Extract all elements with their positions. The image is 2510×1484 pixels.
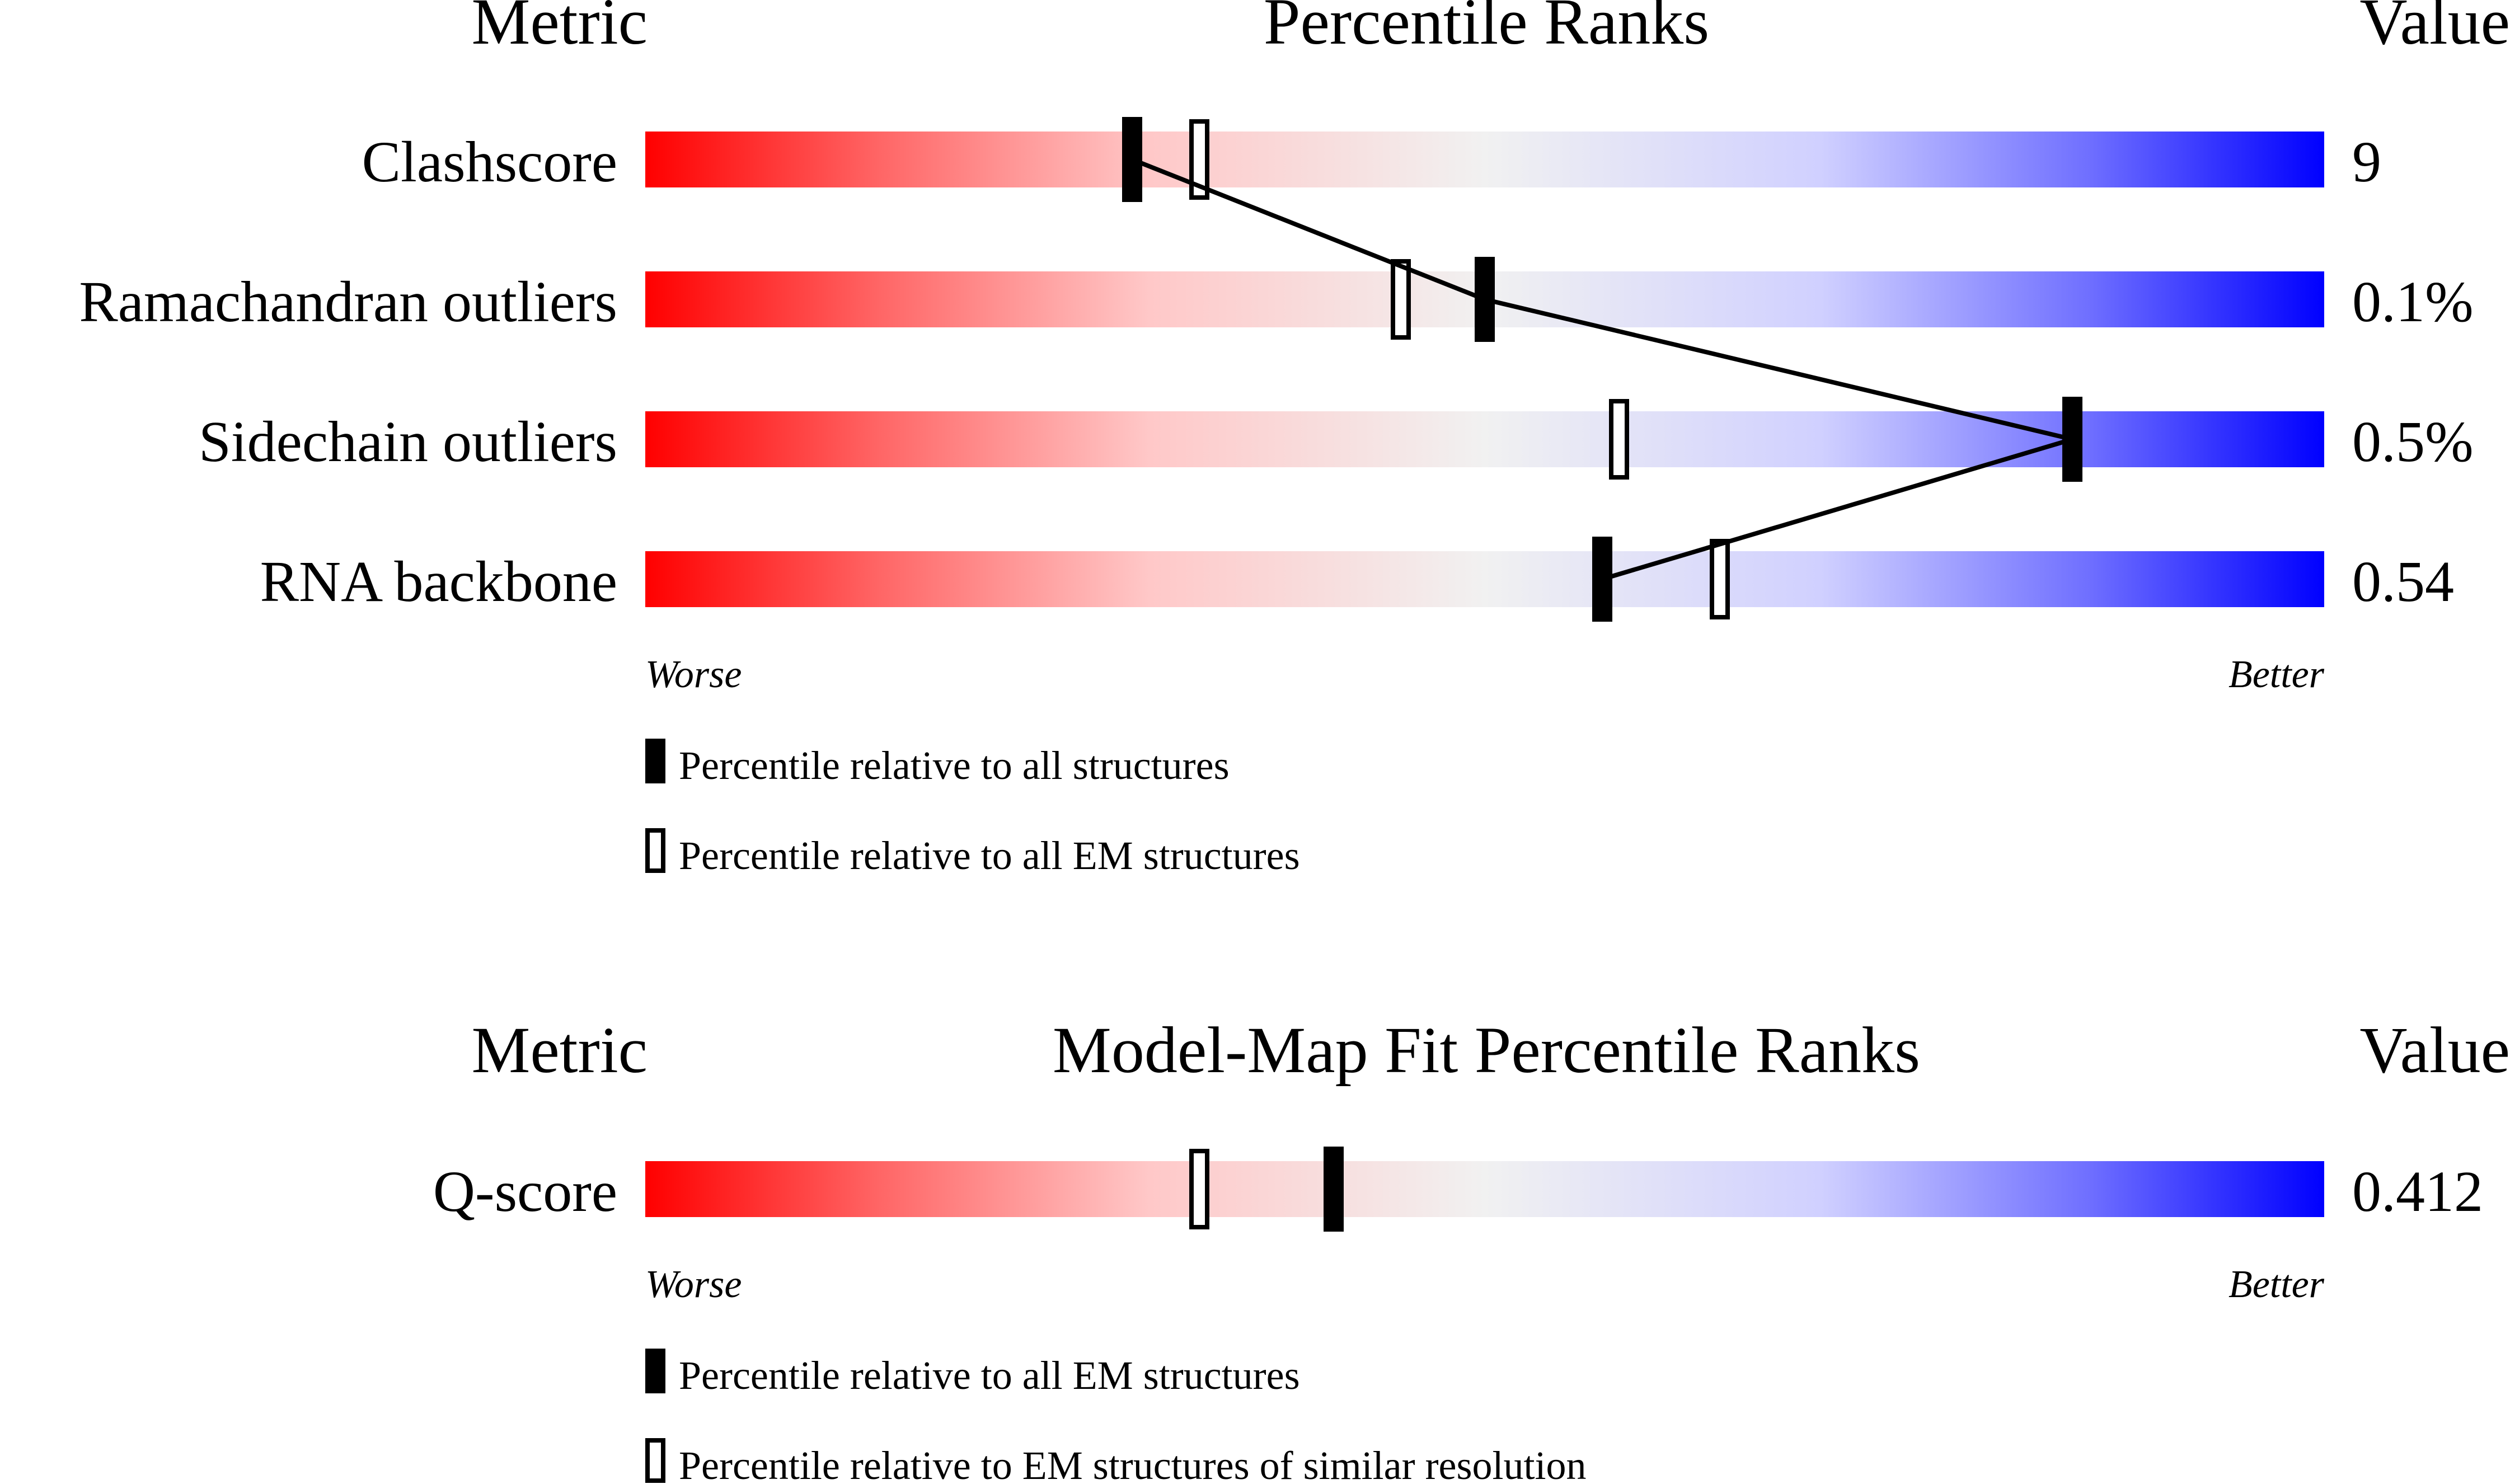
metric-header: Metric [471,0,648,58]
filled-percentile-marker [1592,537,1612,622]
metric-value: 0.5% [2352,410,2474,474]
percentile-bar [645,551,2324,607]
metric-label: Sidechain outliers [199,410,617,474]
open-marker-swatch [645,1438,665,1483]
percentile-bar [645,411,2324,467]
panel-title: Model-Map Fit Percentile Ranks [1053,1013,1920,1087]
filled-percentile-marker [1324,1147,1344,1232]
metric-value: 0.412 [2352,1159,2483,1224]
legend-label: Percentile relative to EM structures of … [679,1443,1587,1484]
metric-label: Q-score [433,1159,617,1224]
filled-percentile-marker [1475,257,1495,342]
percentile-markers [1189,1147,1344,1232]
metric-row: RNA backbone 0.54 [260,550,2454,614]
validation-panel: Metric Percentile Ranks Value Clashscore… [79,0,2510,878]
legend-label: Percentile relative to all EM structures [679,833,1300,878]
open-percentile-marker [1710,539,1730,619]
filled-percentile-marker [1122,117,1142,202]
percentile-bar [645,132,2324,187]
open-marker-swatch [645,828,665,873]
legend-item: Percentile relative to all structures [645,739,1230,788]
metric-row: Clashscore 9 [362,130,2381,194]
open-percentile-marker [1609,399,1629,480]
metric-value: 9 [2352,130,2381,194]
model-map-fit-panel: Metric Model-Map Fit Percentile Ranks Va… [433,1013,2510,1484]
better-label: Better [2228,1263,2325,1306]
metric-value: 0.54 [2352,550,2454,614]
filled-marker-swatch [645,1349,665,1393]
value-header: Value [2359,1013,2510,1087]
metric-row: Ramachandran outliers 0.1% [79,270,2473,334]
legend-item: Percentile relative to all EM structures [645,1349,1300,1398]
value-header: Value [2359,0,2510,58]
filled-percentile-marker [2062,397,2082,482]
legend-item: Percentile relative to EM structures of … [645,1438,1587,1484]
legend-item: Percentile relative to all EM structures [645,828,1300,878]
open-percentile-marker [1391,259,1411,340]
metric-label: Ramachandran outliers [79,270,617,334]
metric-value: 0.1% [2352,270,2474,334]
metric-header: Metric [471,1013,648,1087]
panel-title: Percentile Ranks [1264,0,1709,58]
percentile-markers [1122,117,2082,622]
percentile-connector-line [1131,157,2081,581]
worse-label: Worse [645,653,742,696]
open-percentile-marker [1189,1149,1209,1229]
percentile-bar [645,1161,2324,1217]
legend-label: Percentile relative to all EM structures [679,1353,1300,1398]
metric-label: Clashscore [362,130,617,194]
metric-label: RNA backbone [260,550,617,614]
metric-row: Sidechain outliers 0.5% [199,410,2474,474]
legend-label: Percentile relative to all structures [679,743,1230,788]
better-label: Better [2228,653,2325,696]
metric-row: Q-score 0.412 [433,1159,2483,1224]
worse-label: Worse [645,1263,742,1306]
filled-marker-swatch [645,739,665,783]
